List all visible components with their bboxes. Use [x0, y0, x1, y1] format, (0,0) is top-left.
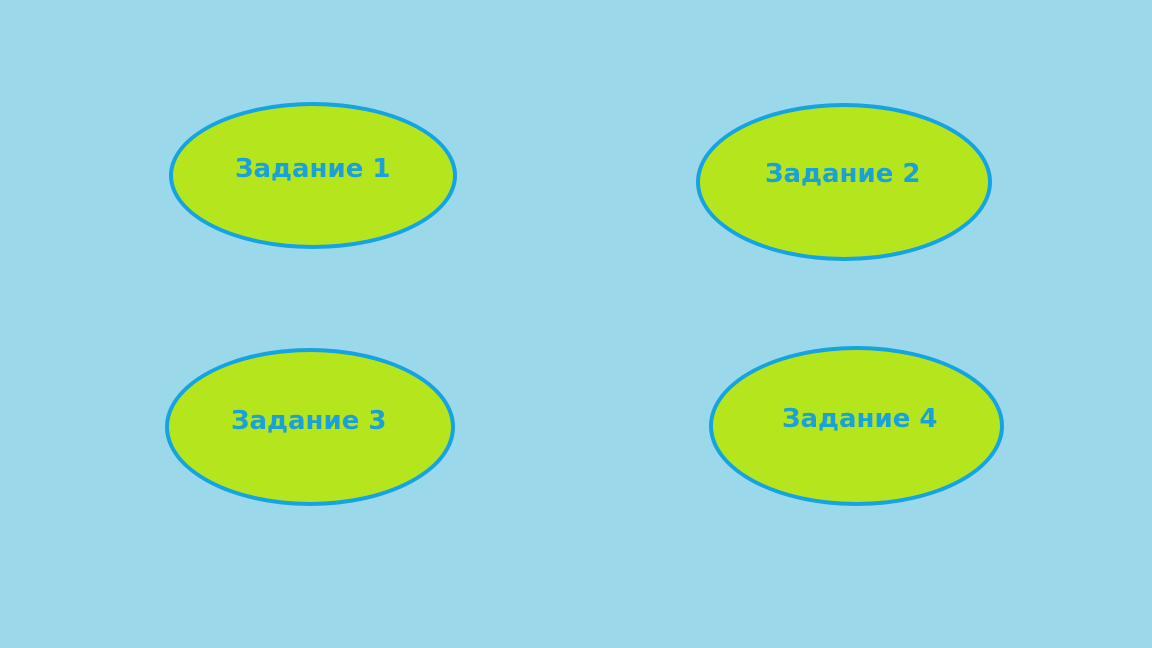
- task-4-button[interactable]: Задание 4: [709, 346, 1004, 506]
- task-2-button[interactable]: Задание 2: [696, 103, 992, 261]
- task-2-label: Задание 2: [765, 159, 921, 189]
- task-4-label: Задание 4: [782, 404, 938, 434]
- task-3-button[interactable]: Задание 3: [165, 348, 455, 506]
- task-1-label: Задание 1: [235, 154, 391, 184]
- task-1-button[interactable]: Задание 1: [169, 102, 457, 249]
- task-3-label: Задание 3: [231, 406, 387, 436]
